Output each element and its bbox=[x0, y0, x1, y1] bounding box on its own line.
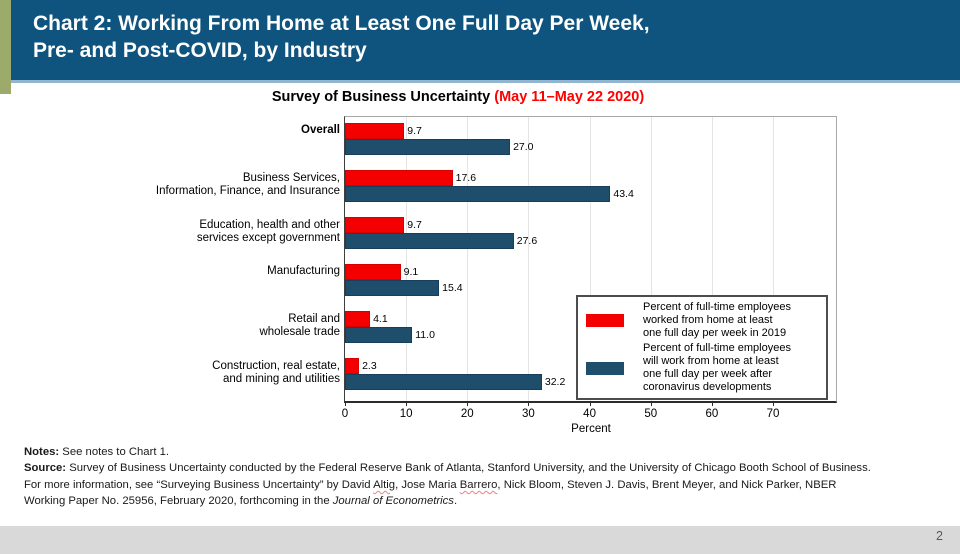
category-label: Manufacturing bbox=[267, 265, 340, 278]
x-tick bbox=[467, 401, 469, 406]
slide-title-line2: Pre- and Post-COVID, by Industry bbox=[33, 39, 367, 62]
bar-value-label: 27.0 bbox=[513, 141, 534, 153]
info-text: . bbox=[453, 495, 458, 508]
bar-value-label: 27.6 bbox=[516, 235, 538, 247]
slide-title-line1: Chart 2: Working From Home at Least One … bbox=[33, 12, 650, 35]
x-tick bbox=[345, 401, 346, 406]
gridline bbox=[467, 117, 469, 401]
info-text: For more information, see “Surveying Bus… bbox=[24, 478, 374, 491]
bar-value-label: 43.4 bbox=[613, 188, 634, 200]
bar-2019 bbox=[345, 170, 453, 186]
info-line-2: Working Paper No. 25956, February 2020, … bbox=[24, 493, 950, 509]
x-axis: 0 10 20 30 40 50 60 70 bbox=[341, 401, 837, 441]
gridline bbox=[528, 117, 530, 401]
x-tick bbox=[589, 401, 591, 406]
bar-value-label: 2.3 bbox=[362, 360, 377, 372]
bar-value-label: 11.0 bbox=[415, 329, 435, 341]
source-label: Source: bbox=[24, 462, 67, 475]
footer-band: 2 bbox=[0, 526, 960, 554]
x-tick bbox=[773, 401, 775, 406]
x-tick-label: 70 bbox=[766, 408, 780, 420]
category-label: Business Services, Information, Finance, … bbox=[155, 171, 340, 198]
legend-swatch bbox=[586, 361, 624, 375]
x-tick bbox=[711, 401, 713, 406]
notes-block: Notes: See notes to Chart 1. Source: Sur… bbox=[24, 444, 950, 510]
slide-title: Chart 2: Working From Home at Least One … bbox=[11, 0, 960, 64]
bar-value-label: 9.7 bbox=[407, 125, 422, 137]
bar-value-label: 9.7 bbox=[407, 219, 422, 231]
bar-2019 bbox=[345, 311, 371, 327]
x-tick-label: 60 bbox=[705, 408, 719, 420]
bar-2019 bbox=[345, 358, 360, 374]
chart-title-text: Survey of Business Uncertainty bbox=[271, 89, 491, 105]
category-labels: Overall Business Services, Information, Fi… bbox=[0, 0, 340, 554]
bar-post-covid bbox=[345, 374, 542, 390]
bar-2019 bbox=[345, 217, 405, 233]
legend-entry-text: Percent of full-time employees will work … bbox=[643, 342, 791, 393]
bar-post-covid bbox=[345, 139, 511, 155]
bar-value-label: 17.6 bbox=[455, 172, 477, 184]
category-label: Construction, real estate, and mining and… bbox=[212, 359, 340, 386]
bar-2019 bbox=[345, 264, 401, 280]
bar-value-label: 15.4 bbox=[442, 282, 463, 294]
gridline bbox=[650, 117, 652, 401]
gridline bbox=[711, 117, 713, 401]
legend-swatch bbox=[586, 314, 624, 327]
source-text: Survey of Business Uncertainty conducted… bbox=[66, 462, 871, 475]
legend-entry-text: Percent of full-time employees worked fro… bbox=[643, 301, 791, 339]
slide-header: Chart 2: Working From Home at Least One … bbox=[11, 0, 960, 83]
category-label: Overall bbox=[301, 124, 340, 137]
x-tick-label: 0 bbox=[341, 408, 349, 420]
page-number: 2 bbox=[936, 529, 943, 543]
notes-line: Notes: See notes to Chart 1. bbox=[24, 444, 950, 460]
author-altig: Altig bbox=[373, 478, 396, 491]
bar-2019 bbox=[345, 123, 405, 139]
notes-text: See notes to Chart 1. bbox=[59, 446, 170, 458]
info-text: Working Paper No. 25956, February 2020, … bbox=[24, 495, 333, 508]
notes-label: Notes: bbox=[24, 446, 60, 458]
bar-post-covid bbox=[345, 327, 413, 343]
legend-entry: Percent of full-time employees worked fro… bbox=[582, 301, 822, 340]
gridline bbox=[773, 117, 775, 401]
chart-title-daterange: (May 11–May 22 2020) bbox=[494, 89, 645, 105]
category-label: Education, health and other services exce… bbox=[196, 218, 340, 245]
info-line-1: For more information, see “Surveying Bus… bbox=[24, 477, 950, 493]
x-tick bbox=[528, 401, 530, 406]
category-label: Retail and wholesale trade bbox=[259, 312, 340, 339]
legend: Percent of full-time employees worked fro… bbox=[576, 295, 828, 400]
gridline bbox=[406, 117, 408, 401]
accent-stripe bbox=[0, 0, 11, 94]
bar-value-label: 9.1 bbox=[403, 266, 419, 278]
chart-title: Survey of Business Uncertainty (May 11–M… bbox=[0, 89, 916, 105]
x-axis-label: Percent bbox=[571, 423, 611, 435]
x-tick-label: 40 bbox=[583, 408, 596, 420]
bar-value-label: 32.2 bbox=[544, 376, 566, 388]
legend-entry: Percent of full-time employees will work … bbox=[582, 342, 822, 394]
journal-name: Journal of Econometrics bbox=[332, 495, 454, 508]
x-tick-label: 50 bbox=[644, 408, 658, 420]
x-tick-label: 30 bbox=[522, 408, 535, 420]
source-line: Source: Survey of Business Uncertainty c… bbox=[24, 460, 950, 476]
bar-value-label: 4.1 bbox=[373, 313, 388, 325]
x-tick bbox=[650, 401, 652, 406]
info-text: , Nick Bloom, Steven J. Davis, Brent Mey… bbox=[497, 478, 837, 491]
x-tick-label: 10 bbox=[399, 408, 413, 420]
gridline bbox=[589, 117, 591, 401]
x-tick bbox=[406, 401, 408, 406]
bar-post-covid bbox=[345, 233, 514, 249]
x-tick-label: 20 bbox=[460, 408, 474, 420]
bar-post-covid bbox=[345, 186, 611, 202]
bar-post-covid bbox=[345, 280, 440, 296]
author-barrero: Barrero bbox=[459, 478, 498, 491]
info-text: , Jose Maria bbox=[395, 478, 460, 491]
